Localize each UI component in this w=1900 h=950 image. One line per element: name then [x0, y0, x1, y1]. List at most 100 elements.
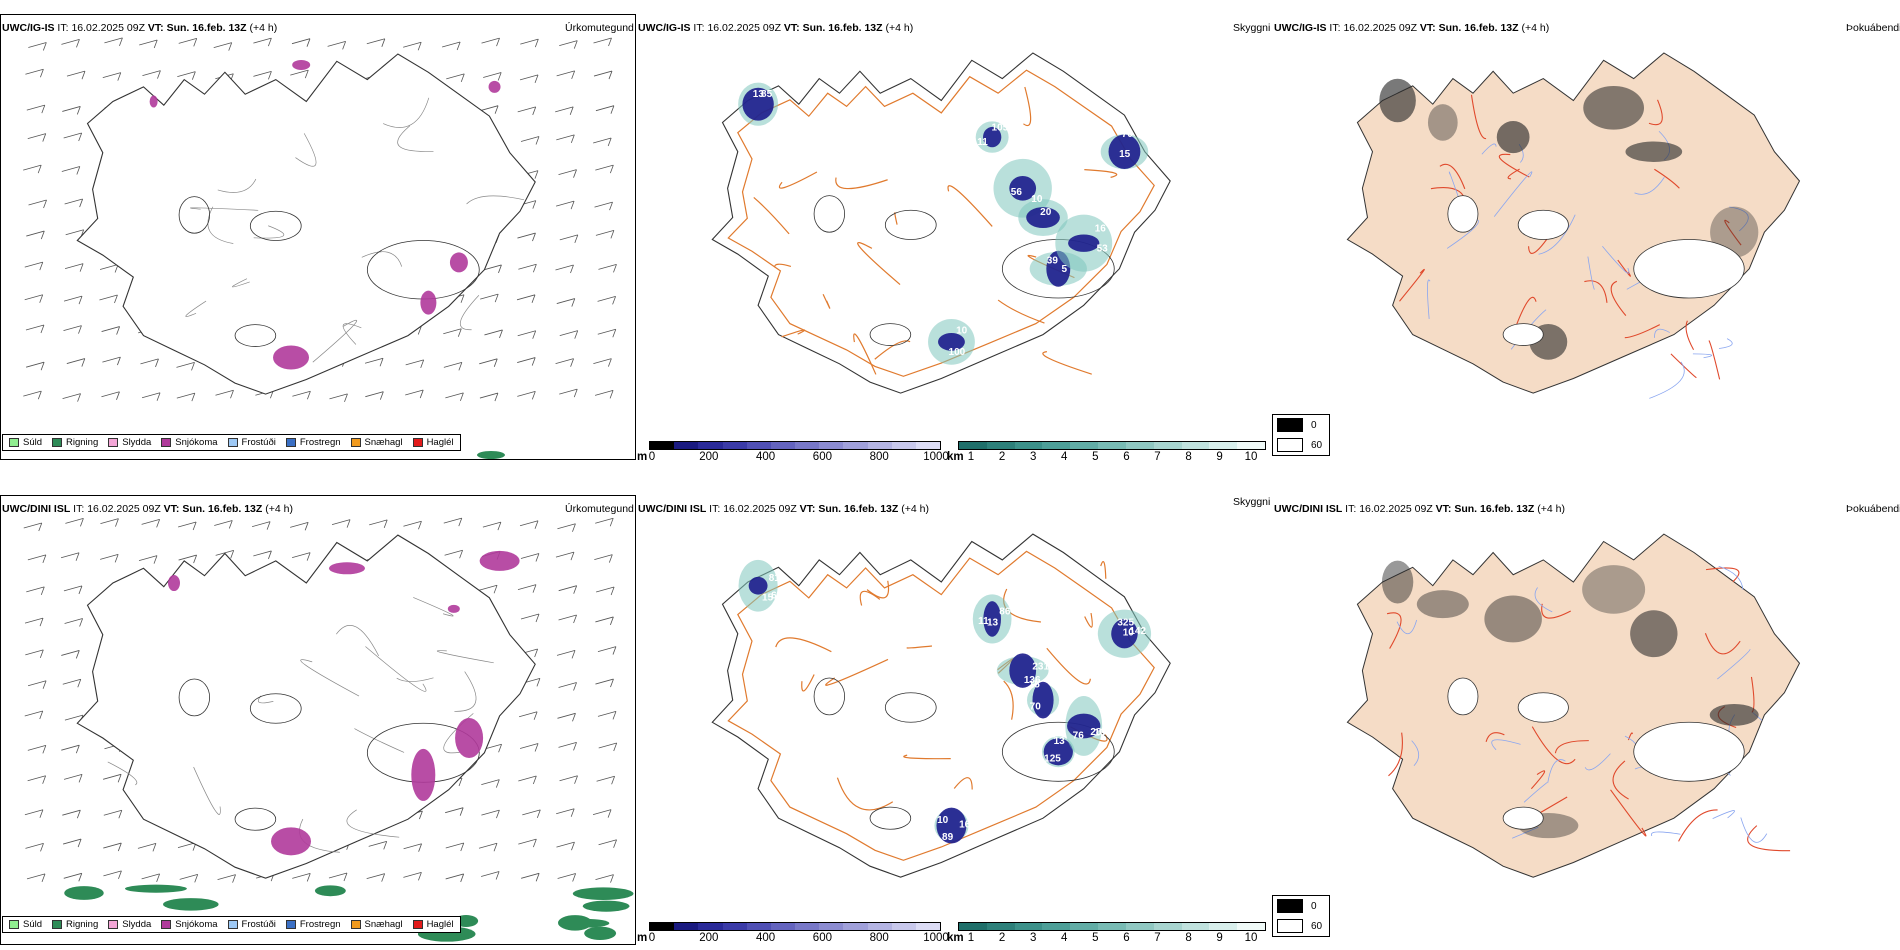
wind-barb-icon — [593, 358, 612, 365]
wind-barb-icon — [598, 742, 617, 749]
low-visibility-area — [938, 332, 965, 351]
wind-barb-icon — [597, 328, 616, 335]
wind-barb-icon — [23, 522, 42, 529]
wind-barb-icon — [63, 872, 82, 879]
wind-barb-icon — [61, 38, 80, 45]
wind-barb-icon — [460, 842, 465, 852]
river-line — [1717, 648, 1751, 680]
visibility-label: 231 — [1032, 662, 1049, 673]
distance-bin — [1209, 442, 1238, 449]
visibility-label: 5 — [1062, 264, 1068, 275]
wind-barb-icon — [176, 392, 195, 399]
wind-barb-icon — [214, 520, 233, 526]
wind-barb-icon — [571, 298, 576, 307]
wind-barb-icon — [76, 810, 81, 819]
wind-barb-icon — [60, 552, 80, 559]
snow-area — [479, 550, 520, 571]
wind-barb-icon — [573, 614, 577, 624]
fog-swatch-icon — [1277, 438, 1303, 452]
glacier — [1447, 677, 1479, 716]
legend-swatch-icon — [9, 438, 19, 447]
wind-barb-icon — [460, 294, 465, 303]
river-line — [1512, 826, 1539, 839]
rain-area — [124, 884, 187, 893]
legend-item: Rigning — [52, 919, 98, 930]
height-tick: 200 — [699, 451, 719, 463]
wind-barb-icon — [517, 391, 536, 397]
wind-barb-icon — [28, 42, 47, 48]
wind-barb-icon — [43, 199, 47, 209]
visibility-label: 66 — [771, 591, 783, 602]
road-line — [1084, 169, 1118, 178]
wind-barb-icon — [304, 522, 309, 531]
legend-item: Frostregn — [285, 919, 341, 930]
distance-colorbar-top — [958, 441, 1266, 450]
wind-barb-icon — [559, 775, 578, 782]
wind-barb-icon — [65, 229, 84, 236]
wind-barb-icon — [484, 329, 503, 336]
wind-barb-icon — [559, 234, 578, 241]
wind-barb-icon — [572, 873, 577, 882]
river-line — [1534, 587, 1553, 613]
wind-barb-icon — [42, 775, 47, 784]
low-visibility-area — [1009, 175, 1037, 201]
wind-barb-icon — [328, 872, 348, 879]
legend-swatch-icon — [161, 920, 172, 929]
fog-swatch-icon — [1277, 418, 1303, 432]
wind-barb-icon — [62, 106, 81, 112]
visibility-title-bottom: Skyggni — [1233, 496, 1271, 508]
wind-barb-icon — [178, 521, 197, 528]
wind-barb-icon — [570, 551, 575, 561]
low-visibility-area — [748, 576, 768, 595]
wind-barb-icon — [610, 874, 614, 883]
wind-barb-icon — [445, 807, 464, 814]
road-line — [894, 212, 898, 225]
wind-barb-icon — [557, 523, 576, 530]
fog-index-area — [1630, 610, 1678, 658]
wind-barb-icon — [418, 843, 422, 852]
wind-barb-icon — [193, 38, 198, 47]
road-line — [312, 319, 358, 363]
height-tick: 0 — [648, 451, 656, 463]
river-line — [1493, 171, 1533, 217]
visibility-label: 15 — [762, 593, 774, 604]
wind-barb-icon — [64, 618, 83, 624]
cloud-title-bottom: Þokuábendi — [1846, 503, 1900, 515]
road-line — [903, 754, 951, 760]
wind-barb-icon — [418, 521, 422, 530]
height-unit: m — [637, 932, 648, 944]
wind-barb-icon — [458, 517, 463, 527]
wind-barb-icon — [26, 230, 45, 237]
road-line — [383, 97, 430, 128]
wind-barb-icon — [559, 40, 578, 47]
snow-area — [488, 80, 501, 93]
wind-barb-icon — [104, 37, 123, 44]
wind-barb-icon — [156, 519, 160, 528]
visibility-label: 10 — [1123, 627, 1135, 638]
wind-barb-icon — [75, 650, 80, 659]
height-colorbar-bottom — [649, 922, 941, 931]
distance-colorbar-bottom — [958, 922, 1266, 931]
wind-barb-icon — [40, 586, 45, 596]
road-line — [947, 185, 993, 227]
wind-barb-icon — [64, 263, 84, 270]
iceland-outline — [76, 534, 536, 879]
wind-barb-icon — [137, 843, 157, 849]
wind-barb-icon — [496, 810, 500, 819]
wind-barb-icon — [555, 264, 574, 271]
wind-barb-icon — [99, 264, 119, 270]
wind-barb-icon — [608, 358, 612, 367]
wind-barb-icon — [612, 646, 617, 655]
river-line — [1654, 328, 1670, 338]
legend-item: Frostregn — [285, 437, 341, 448]
road-line — [1470, 94, 1487, 140]
precip-title-bottom: Úrkomutegund — [565, 503, 634, 515]
wind-barb-icon — [532, 200, 537, 209]
wind-barb-icon — [534, 170, 539, 179]
height-bin — [867, 442, 892, 449]
wind-barb-icon — [364, 357, 384, 364]
river-line — [1729, 206, 1749, 232]
wind-barb-icon — [610, 616, 614, 626]
visibility-label: 16 — [1095, 223, 1107, 234]
road-line — [107, 761, 138, 786]
